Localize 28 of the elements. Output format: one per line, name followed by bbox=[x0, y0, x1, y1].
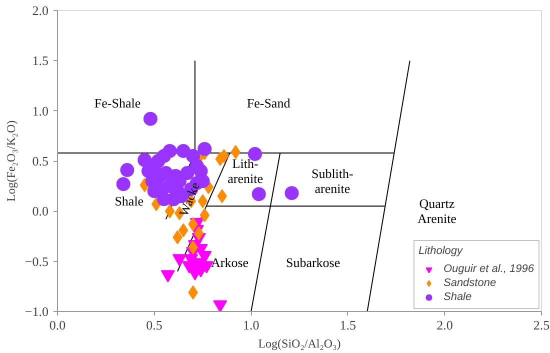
annotation: Fe-Sand bbox=[246, 95, 291, 110]
y-tick-label: 0.0 bbox=[32, 204, 48, 219]
y-tick-label: 2.0 bbox=[32, 3, 48, 18]
x-tick-label: 0.5 bbox=[146, 318, 162, 332]
x-tick-label: 1.0 bbox=[242, 318, 260, 332]
y-tick-label: 1.5 bbox=[32, 53, 48, 68]
annotation: Wacke bbox=[176, 180, 203, 218]
legend-title: Lithology bbox=[418, 245, 464, 257]
legend-label: Ouguir et al., 1996 bbox=[443, 263, 534, 275]
annotation: Subarkose bbox=[286, 254, 340, 270]
x-tick-label: 0.0 bbox=[49, 318, 66, 332]
annotation: Sublith- arenite bbox=[311, 166, 354, 196]
annotation: Arkose bbox=[211, 254, 249, 270]
y-tick-label: −1.0 bbox=[24, 304, 49, 319]
y-tick-label: 0.5 bbox=[32, 154, 48, 168]
x-tick-label: 2.0 bbox=[436, 318, 453, 332]
x-tick-label: 2.5 bbox=[533, 318, 550, 332]
y-axis-title: Log(Fe₂O₃/K₂O) bbox=[4, 120, 18, 202]
annotation: Fe-Shale bbox=[94, 95, 141, 110]
annotation: Quartz Arenite bbox=[417, 196, 457, 226]
x-tick-label: 1.5 bbox=[340, 318, 356, 332]
x-axis-title: Log(SiO₂/Al₂O₃) bbox=[258, 336, 341, 350]
legend-label: Sandstone bbox=[443, 277, 496, 289]
y-tick-label: 1.0 bbox=[32, 103, 48, 118]
annotation: Shale bbox=[114, 194, 144, 209]
y-tick-label: −0.5 bbox=[24, 254, 49, 269]
legend-label: Shale bbox=[443, 291, 472, 303]
annotation: Lith- arenite bbox=[228, 156, 264, 186]
